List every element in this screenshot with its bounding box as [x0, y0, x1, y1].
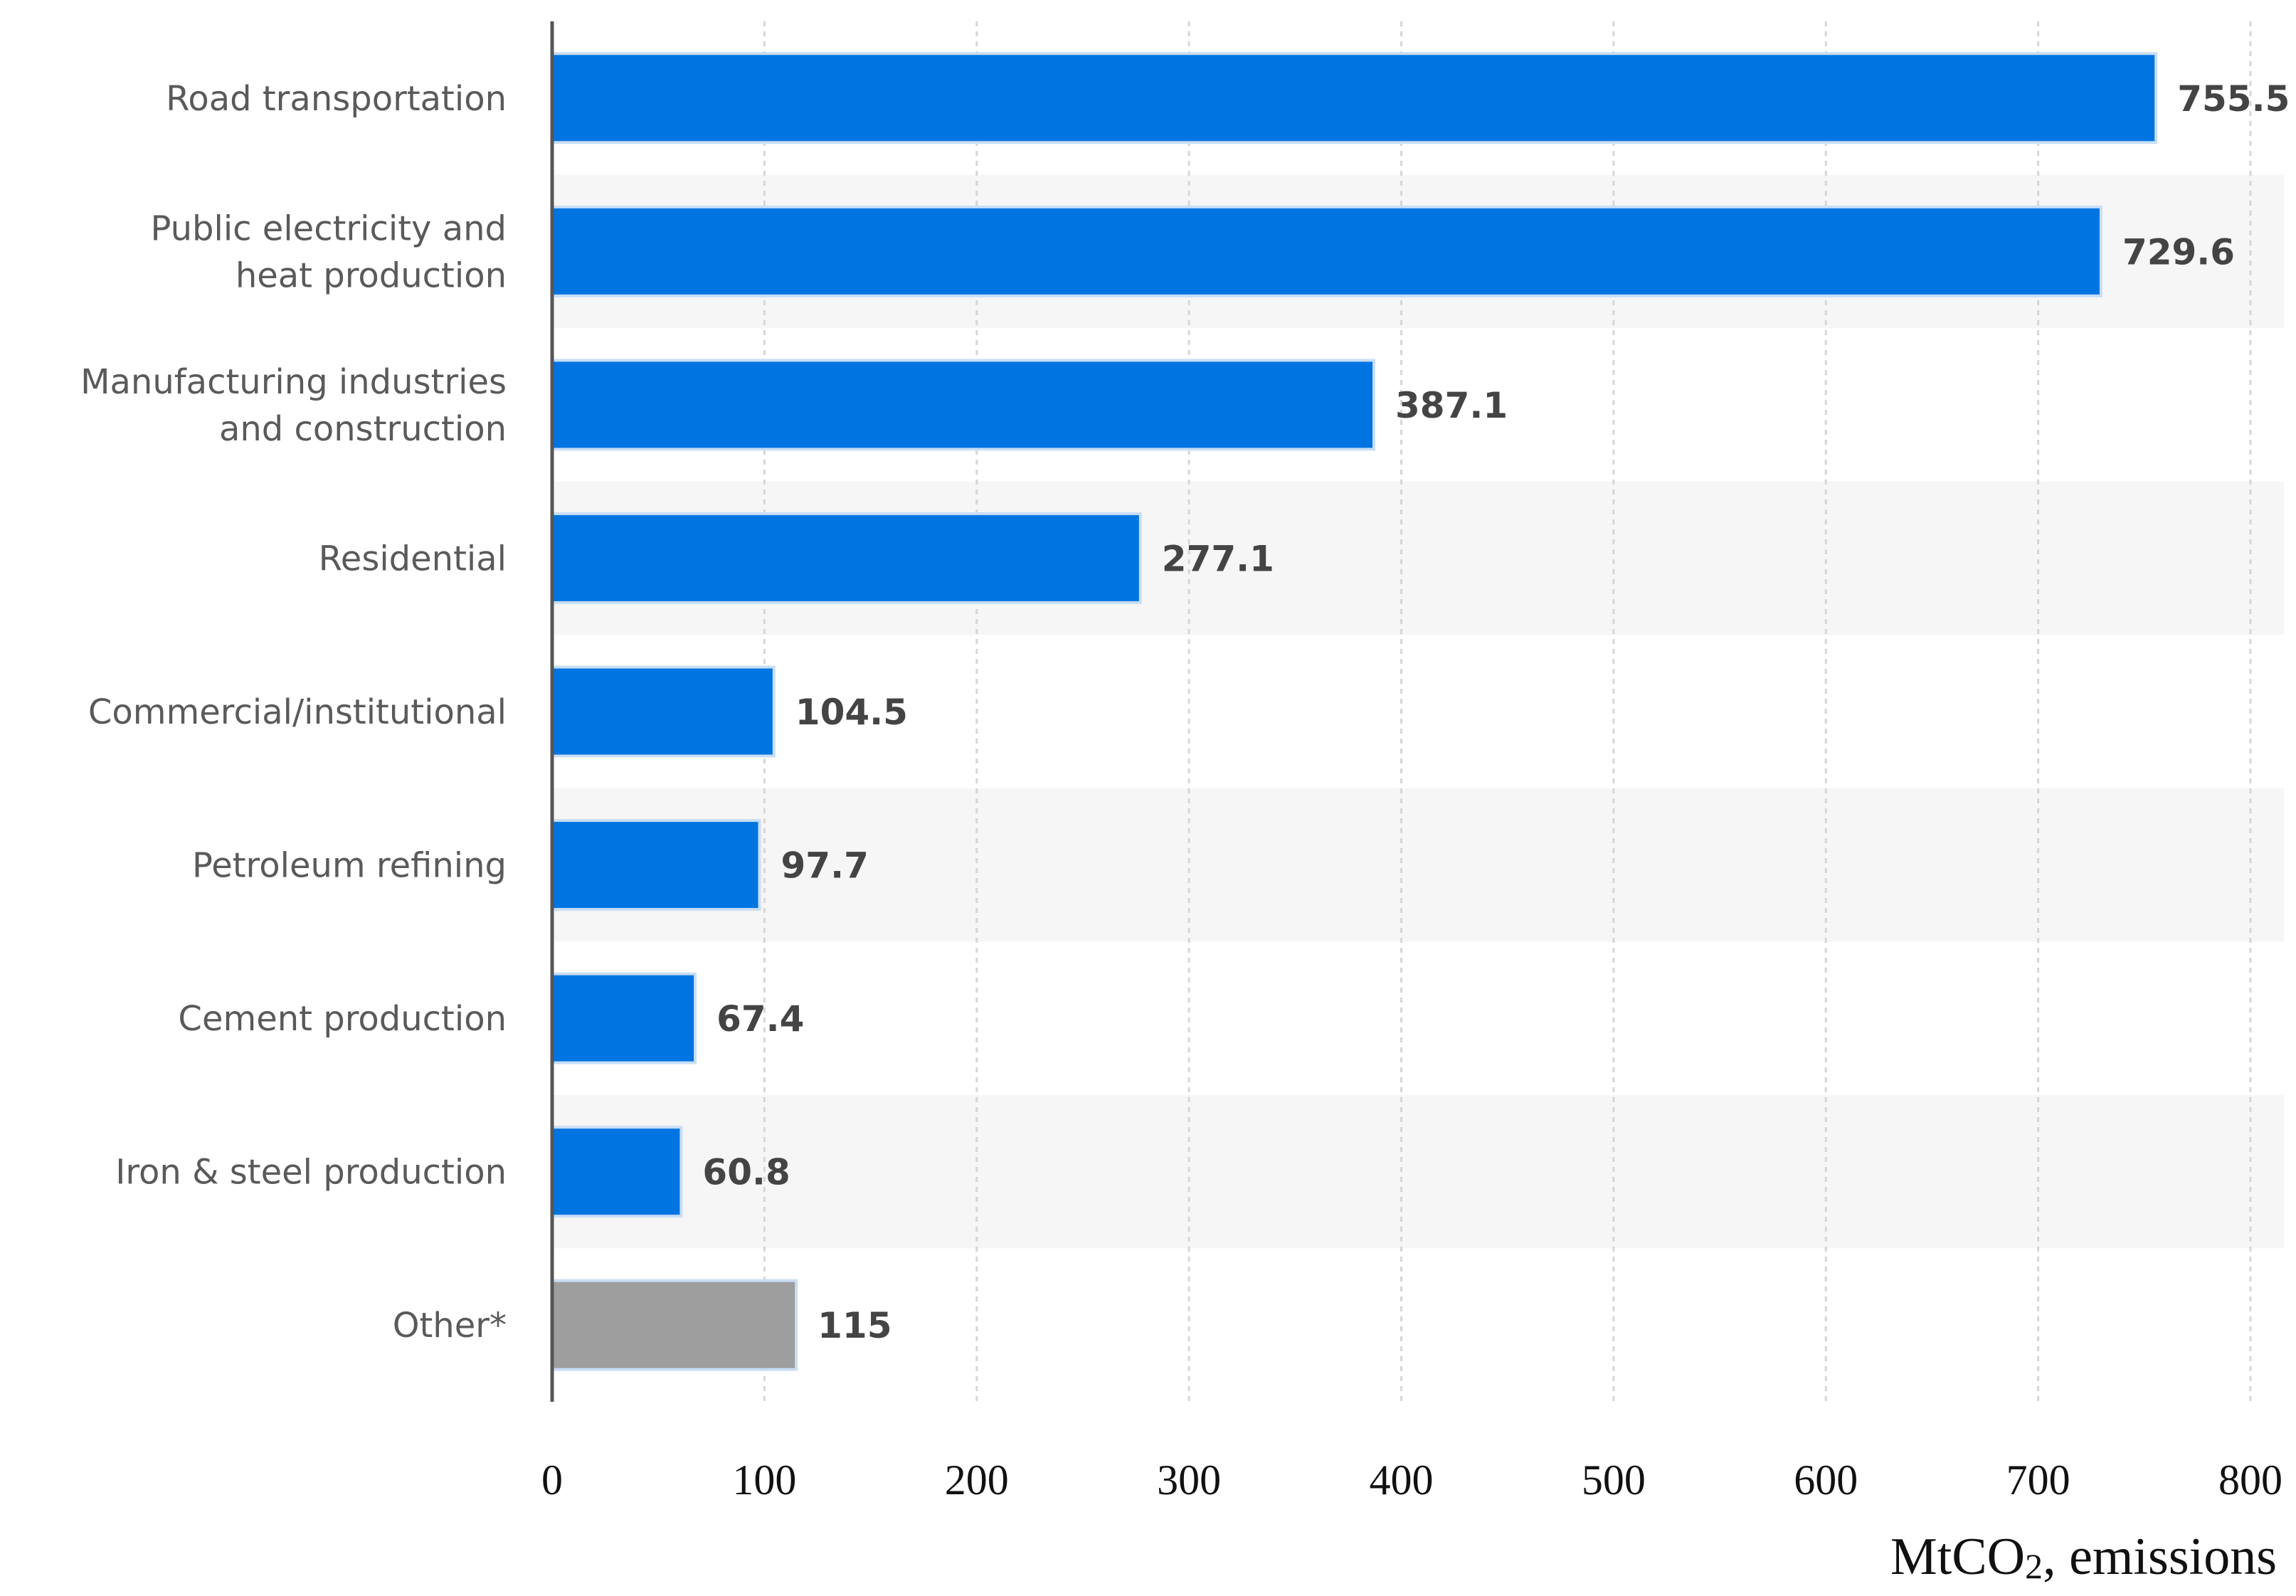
x-axis-title-rest: , emissions: [2043, 1528, 2277, 1586]
category-label: Petroleum refining: [192, 846, 507, 886]
bar: [551, 972, 697, 1064]
bar: [551, 819, 761, 911]
category-label: Residential: [319, 539, 507, 578]
category-label: Iron & steel production: [115, 1153, 507, 1193]
bar: [551, 1126, 683, 1218]
category-label: and construction: [219, 409, 507, 449]
category-label: Cement production: [178, 999, 507, 1039]
category-label: Other*: [393, 1306, 507, 1346]
x-tick-label: 300: [1157, 1457, 1221, 1503]
bar: [551, 52, 2158, 144]
category-labels: Road transportation Public electricity an…: [80, 79, 507, 1346]
bar: [551, 512, 1142, 604]
x-tick-labels: 0 100 200 300 400 500 600 700 800: [541, 1457, 2282, 1503]
x-axis-title-main: MtCO: [1890, 1528, 2025, 1586]
x-tick-label: 200: [945, 1457, 1009, 1503]
value-label: 115: [818, 1305, 892, 1346]
bar: [551, 665, 776, 758]
x-axis-title: MtCO2, emissions: [1890, 1528, 2277, 1586]
x-tick-label: 100: [732, 1457, 796, 1503]
value-label: 277.1: [1162, 538, 1274, 579]
x-tick-label: 700: [2006, 1457, 2070, 1503]
bar: [551, 1279, 798, 1371]
x-tick-label: 400: [1370, 1457, 1434, 1503]
x-axis-title-subscript: 2: [2025, 1546, 2043, 1586]
bar: [551, 359, 1376, 451]
x-tick-label: 0: [541, 1457, 563, 1503]
category-label: Manufacturing industries: [80, 362, 507, 402]
category-label: heat production: [236, 255, 507, 295]
category-label: Commercial/institutional: [88, 692, 507, 732]
value-label: 97.7: [781, 845, 869, 887]
value-label: 729.6: [2122, 231, 2235, 273]
x-tick-label: 500: [1582, 1457, 1646, 1503]
value-label: 67.4: [716, 998, 804, 1040]
category-label: Public electricity and: [150, 208, 507, 248]
category-label: Road transportation: [166, 79, 507, 119]
row-band: [552, 1094, 2284, 1249]
value-labels: 755.5 729.6 387.1 277.1 104.5 97.7 67.4 60.8 115: [702, 78, 2290, 1346]
value-label: 60.8: [702, 1152, 790, 1193]
bar: [551, 205, 2102, 297]
x-tick-label: 800: [2218, 1457, 2282, 1503]
bars: [551, 52, 2158, 1371]
value-label: 104.5: [795, 692, 908, 733]
row-bands: [552, 174, 2284, 1249]
x-tick-label: 600: [1794, 1457, 1858, 1503]
row-band: [552, 788, 2284, 942]
value-label: 755.5: [2177, 78, 2290, 120]
value-label: 387.1: [1395, 385, 1508, 426]
